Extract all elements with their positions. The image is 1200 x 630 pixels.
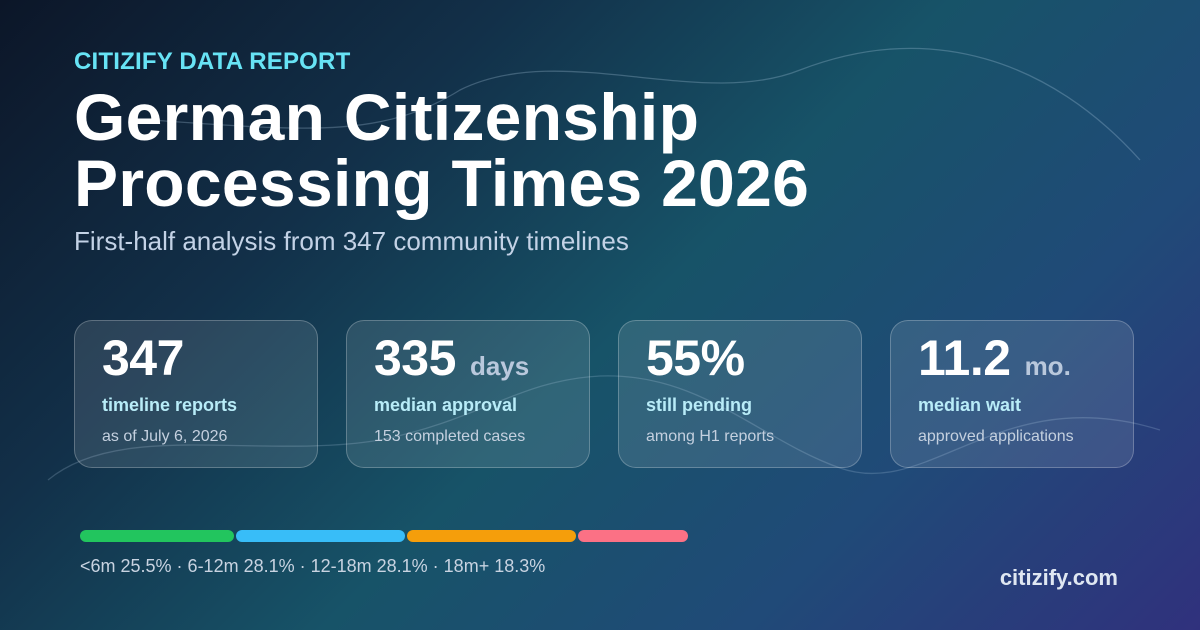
stat-number: 11.2 [918,330,1011,386]
wait-distribution-bar [80,530,690,542]
stat-value: 55% [646,329,745,387]
stat-card-median-wait: 11.2 mo. median wait approved application… [890,320,1134,468]
site-link[interactable]: citizify.com [999,565,1118,590]
distribution-caption: <6m 25.5% · 6-12m 28.1% · 12-18m 28.1% ·… [80,556,546,576]
report-eyebrow: CITIZIFY DATA REPORT [74,48,351,75]
stat-card-timeline-reports: 347 timeline reports as of July 6, 2026 [74,320,318,468]
distribution-segment-18m [578,530,688,542]
stat-number: 335 [374,330,456,386]
page-subtitle: First-half analysis from 347 community t… [74,226,629,256]
stat-value: 335 days [374,329,529,387]
stat-note: among H1 reports [646,428,775,445]
stat-label: median approval [374,395,518,415]
distribution-segment-612m [235,530,405,542]
stat-card-median-approval: 335 days median approval 153 completed ca… [346,320,590,468]
stat-number: 55% [646,330,745,386]
stat-value: 347 [102,329,184,387]
stat-label: timeline reports [102,395,238,415]
stat-unit: days [469,351,530,381]
title-line-2: Processing Times 2026 [74,146,810,220]
stat-card-still-pending: 55% still pending among H1 reports [618,320,862,468]
page-title: German Citizenship Processing Times 2026 [74,84,974,216]
distribution-segment-6m [80,530,234,542]
title-line-1: German Citizenship [74,80,700,154]
stat-note: as of July 6, 2026 [102,428,228,445]
stat-note: 153 completed cases [374,428,526,445]
distribution-segment-1218m [406,530,577,542]
stat-label: median wait [918,395,1022,415]
stat-note: approved applications [918,428,1074,445]
stat-value: 11.2 mo. [918,329,1071,387]
stat-label: still pending [646,395,752,415]
stat-unit: mo. [1024,351,1071,381]
stat-number: 347 [102,330,184,386]
